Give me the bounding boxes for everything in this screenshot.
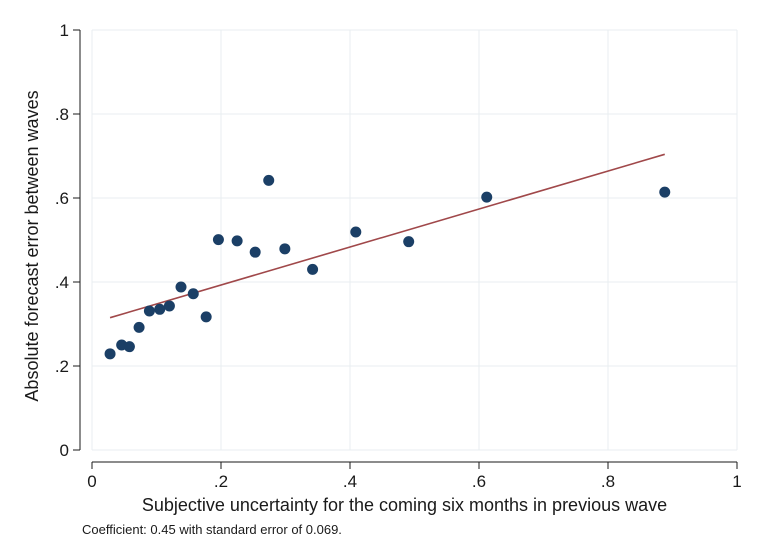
data-point — [143, 305, 155, 317]
x-tick-label: 0 — [87, 472, 96, 491]
data-point — [123, 341, 135, 353]
data-point — [249, 246, 261, 258]
data-point — [154, 303, 166, 315]
x-tick-label: .2 — [214, 472, 228, 491]
data-point — [307, 263, 319, 275]
data-point — [163, 300, 175, 312]
data-point — [133, 321, 145, 333]
grid-lines — [91, 29, 738, 451]
y-tick-label: 1 — [60, 21, 69, 40]
fit-line-group — [109, 153, 665, 319]
data-point — [350, 226, 362, 238]
data-point — [659, 186, 671, 198]
data-point — [279, 243, 291, 255]
data-point — [263, 174, 275, 186]
fit-line — [109, 153, 665, 319]
data-point — [200, 311, 212, 323]
data-point — [175, 281, 187, 293]
x-axis-label: Subjective uncertainty for the coming si… — [142, 495, 667, 515]
x-tick-label: 1 — [732, 472, 741, 491]
y-tick-label: .4 — [55, 273, 69, 292]
coefficient-note: Coefficient: 0.45 with standard error of… — [82, 522, 342, 537]
data-point — [403, 236, 415, 248]
axes — [73, 29, 738, 469]
x-tick-label: .6 — [472, 472, 486, 491]
y-tick-label: .2 — [55, 357, 69, 376]
data-point — [104, 348, 116, 360]
data-point — [212, 234, 224, 246]
y-tick-label: 0 — [60, 441, 69, 460]
x-tick-label: .8 — [601, 472, 615, 491]
data-point — [481, 191, 493, 203]
x-tick-label: .4 — [343, 472, 357, 491]
data-point — [231, 235, 243, 247]
y-tick-label: .6 — [55, 189, 69, 208]
data-point — [187, 288, 199, 300]
tick-labels: 0 .2 .4 .6 .8 1 0 .2 .4 .6 .8 1 — [55, 21, 742, 491]
data-points — [104, 174, 671, 360]
y-tick-label: .8 — [55, 105, 69, 124]
y-axis-label: Absolute forecast error between waves — [22, 90, 42, 401]
